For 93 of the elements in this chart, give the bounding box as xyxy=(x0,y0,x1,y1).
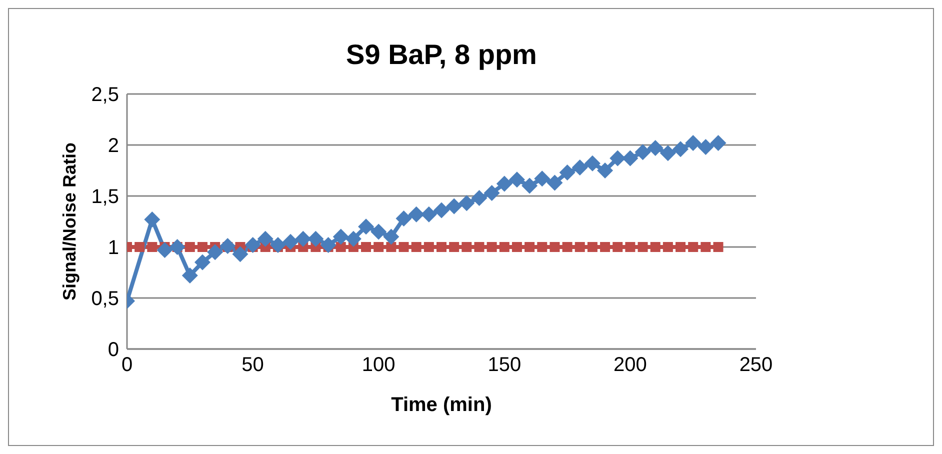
point xyxy=(662,242,673,252)
point xyxy=(512,242,522,252)
point xyxy=(194,254,210,270)
point xyxy=(244,236,261,253)
point xyxy=(660,145,676,162)
point xyxy=(484,184,500,201)
point xyxy=(600,242,610,252)
point xyxy=(471,190,488,206)
y-tick-label: 0,5 xyxy=(91,288,119,310)
point xyxy=(424,242,434,252)
y-tick-label: 2 xyxy=(108,135,119,158)
point xyxy=(634,144,651,160)
point xyxy=(625,242,636,252)
x-axis-title: Time (min) xyxy=(391,394,492,416)
point xyxy=(396,210,412,226)
point xyxy=(710,134,726,151)
point xyxy=(688,242,698,252)
point xyxy=(332,228,349,245)
point xyxy=(698,139,714,156)
point xyxy=(374,242,384,252)
point xyxy=(524,242,535,252)
point xyxy=(398,242,409,252)
point xyxy=(434,202,450,218)
point xyxy=(295,230,312,247)
point xyxy=(685,134,702,151)
point xyxy=(184,242,195,252)
point xyxy=(534,170,550,187)
point xyxy=(207,244,224,260)
point xyxy=(308,230,324,247)
point xyxy=(597,162,614,178)
point xyxy=(282,234,299,250)
x-tick-label: 200 xyxy=(614,354,647,376)
point xyxy=(336,242,346,252)
y-tick-label: 1 xyxy=(108,237,119,260)
point xyxy=(508,172,525,188)
point xyxy=(522,178,538,194)
point xyxy=(449,242,460,252)
x-tick-label: 100 xyxy=(362,354,396,376)
y-tick-label: 0 xyxy=(108,339,119,362)
chart-title: S9 BaP, 8 ppm xyxy=(345,39,538,71)
point xyxy=(672,141,689,158)
point xyxy=(562,242,572,252)
point xyxy=(420,206,437,222)
point xyxy=(676,242,686,252)
point xyxy=(408,206,424,222)
point xyxy=(197,242,208,252)
point xyxy=(610,150,626,166)
point xyxy=(462,242,472,252)
point xyxy=(436,242,446,252)
point xyxy=(559,164,576,181)
point xyxy=(572,159,588,176)
point xyxy=(386,242,396,252)
point xyxy=(574,242,585,252)
point xyxy=(270,236,286,253)
point xyxy=(486,242,497,252)
point xyxy=(587,242,598,252)
point xyxy=(169,239,186,255)
point xyxy=(232,246,248,262)
point xyxy=(496,176,512,192)
point xyxy=(358,218,374,235)
point xyxy=(647,140,664,156)
point xyxy=(411,242,422,252)
point xyxy=(345,230,362,247)
point xyxy=(546,174,563,191)
point xyxy=(499,242,510,252)
point xyxy=(474,242,484,252)
point xyxy=(638,242,648,252)
point xyxy=(147,242,158,252)
y-tick-label: 1,5 xyxy=(91,186,119,208)
point xyxy=(446,198,462,214)
x-tick-label: 250 xyxy=(739,354,773,376)
x-tick-label: 150 xyxy=(488,354,522,376)
point xyxy=(622,150,638,166)
point xyxy=(550,242,560,252)
point xyxy=(257,230,274,247)
point xyxy=(361,242,372,252)
point xyxy=(458,195,475,212)
point xyxy=(584,155,600,172)
point xyxy=(182,268,198,284)
point xyxy=(700,242,711,252)
point xyxy=(134,242,145,252)
point xyxy=(320,236,336,253)
point xyxy=(383,228,400,245)
point xyxy=(537,242,548,252)
point xyxy=(650,242,660,252)
point xyxy=(713,242,724,252)
point xyxy=(370,224,387,240)
point xyxy=(156,242,173,258)
point xyxy=(612,242,623,252)
y-tick-label: 2,5 xyxy=(91,84,119,106)
point xyxy=(144,211,160,228)
y-axis-title: Signal/Noise Ratio xyxy=(59,142,80,301)
x-tick-label: 50 xyxy=(242,354,264,376)
